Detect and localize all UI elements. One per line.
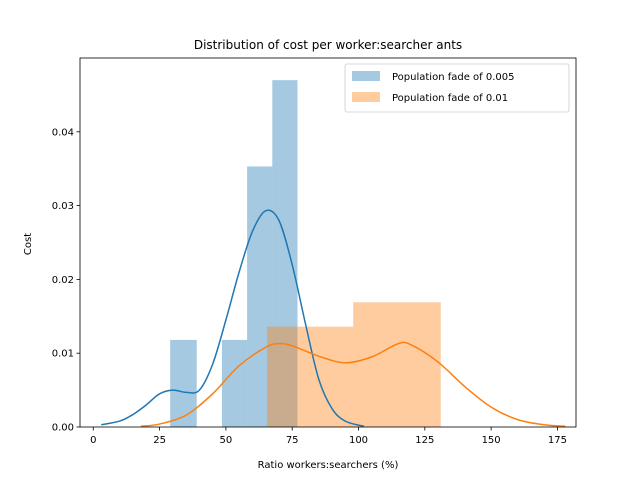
axes: 0 25 50 75 100 125 150 175 0.00 0.01 0.02 0.03 0.04 <box>52 57 577 446</box>
y-tick-label: 0.04 <box>52 127 74 138</box>
x-axis-label: Ratio workers:searchers (%) <box>258 460 399 471</box>
legend-swatch <box>352 71 380 81</box>
x-tick-label: 0 <box>90 435 96 446</box>
y-axis-label: Cost <box>23 233 34 255</box>
histogram-bar-series-0-bin-4 <box>272 80 298 427</box>
histogram-bars <box>170 80 441 427</box>
y-tick-label: 0.02 <box>52 275 74 286</box>
x-tick-label: 25 <box>153 435 166 446</box>
y-tick-label: 0.01 <box>52 349 74 360</box>
axes-frame <box>79 57 577 428</box>
histogram-bar-series-0-bin-0 <box>170 339 197 427</box>
kde-curves <box>101 209 566 428</box>
histogram-bar-series-1-bin-1 <box>353 302 441 427</box>
x-tick-label: 150 <box>482 435 501 446</box>
y-tick-label: 0.03 <box>52 201 74 212</box>
legend-swatch <box>352 92 380 102</box>
y-tick-label: 0.00 <box>52 423 74 434</box>
chart-title: Distribution of cost per worker:searcher… <box>194 38 462 52</box>
kde-line-series-0 <box>101 209 365 427</box>
legend-label: Population fade of 0.01 <box>392 93 508 104</box>
x-tick-label: 75 <box>286 435 299 446</box>
legend-label: Population fade of 0.005 <box>392 72 515 83</box>
x-tick-label: 100 <box>349 435 368 446</box>
x-tick-label: 50 <box>220 435 233 446</box>
legend-box <box>344 63 570 113</box>
kde-line-series-1 <box>140 341 566 428</box>
histogram-bar-series-0-bin-2 <box>221 339 248 427</box>
x-tick-label: 125 <box>415 435 434 446</box>
x-tick-label: 175 <box>548 435 567 446</box>
legend: Population fade of 0.005 Population fade … <box>344 63 570 113</box>
